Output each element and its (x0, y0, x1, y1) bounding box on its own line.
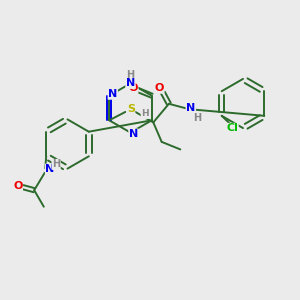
Text: N: N (46, 164, 55, 174)
Text: H: H (126, 70, 134, 80)
Text: O: O (154, 83, 164, 93)
Text: H: H (141, 110, 149, 118)
Text: H: H (52, 159, 60, 170)
Text: Cl: Cl (226, 123, 238, 134)
Text: O: O (13, 181, 22, 191)
Text: N: N (186, 103, 195, 113)
Text: N: N (129, 129, 138, 139)
Text: H: H (193, 112, 201, 123)
Text: S: S (127, 104, 135, 114)
Text: N: N (108, 89, 117, 99)
Text: O: O (128, 83, 138, 93)
Text: N: N (126, 78, 135, 88)
